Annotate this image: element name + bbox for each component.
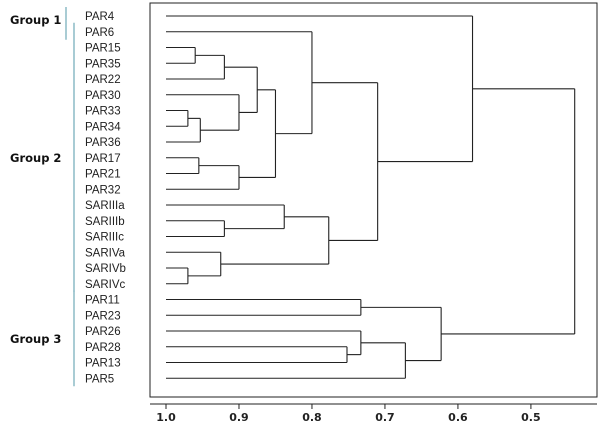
group-label: Group 2 [10, 151, 61, 165]
group-brackets [65, 7, 75, 387]
leaf-label: PAR15 [85, 43, 121, 55]
leaf-label: PAR22 [85, 74, 121, 86]
leaf-label: PAR5 [85, 373, 114, 385]
tick-label: 1.0 [156, 411, 176, 424]
tick-label: 0.7 [375, 411, 395, 424]
leaf-label: PAR28 [85, 342, 121, 354]
leaf-label: PAR17 [85, 153, 121, 165]
leaf-label: PAR4 [85, 11, 115, 23]
leaf-label: SARIIIb [85, 216, 125, 228]
leaf-label: PAR35 [85, 58, 121, 70]
leaf-labels: PAR4 PAR6 PAR15 PAR35 PAR22 PAR30 PAR33 PAR34 PA… [85, 11, 126, 385]
leaf-label: PAR33 [85, 106, 121, 118]
leaf-label: SARIVb [85, 263, 126, 275]
leaf-label: SARIIIa [85, 200, 125, 212]
group-label: Group 1 [10, 13, 61, 27]
leaf-label: PAR13 [85, 358, 121, 370]
tick-label: 0.6 [448, 411, 468, 424]
x-axis: 1.0 0.9 0.8 0.7 0.6 0.5 [150, 403, 597, 424]
plot-frame [149, 2, 598, 398]
leaf-label: PAR34 [85, 121, 121, 133]
leaf-label: SARIIIc [85, 232, 124, 244]
group-labels: Group 1 Group 2 Group 3 [10, 13, 61, 346]
leaf-label: SARIVa [85, 247, 126, 259]
leaf-label: PAR30 [85, 90, 121, 102]
leaf-label: PAR32 [85, 184, 121, 196]
tree-links [166, 15, 576, 379]
leaf-label: PAR11 [85, 295, 120, 307]
leaf-label: PAR26 [85, 326, 121, 338]
leaf-label: PAR36 [85, 137, 121, 149]
tick-label: 0.8 [302, 411, 322, 424]
leaf-label: PAR21 [85, 169, 121, 181]
tick-label: 0.5 [521, 411, 541, 424]
group-label: Group 3 [10, 332, 61, 346]
leaf-label: PAR6 [85, 27, 114, 39]
leaf-label: SARIVc [85, 279, 126, 291]
leaf-label: PAR23 [85, 310, 121, 322]
tick-label: 0.9 [229, 411, 249, 424]
